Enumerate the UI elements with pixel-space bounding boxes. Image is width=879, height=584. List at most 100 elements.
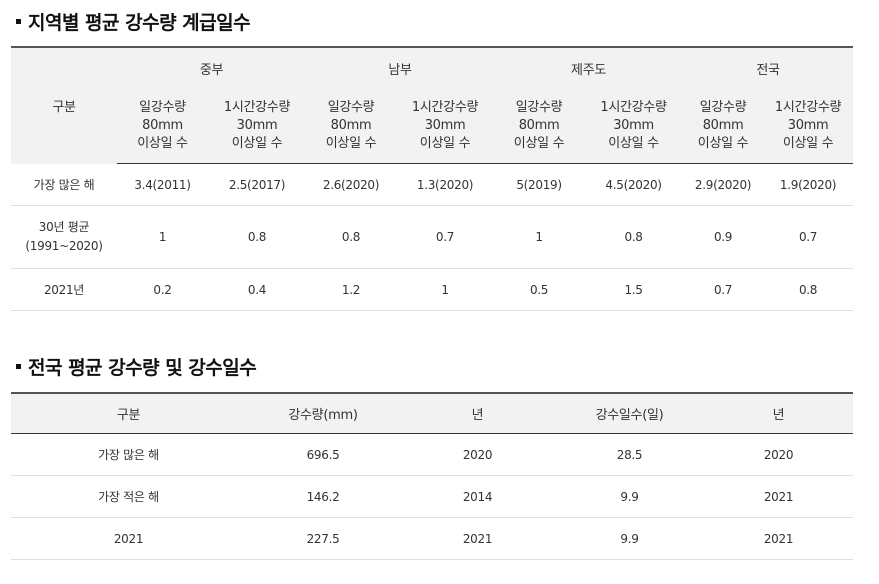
cell-line: 2021년 <box>43 283 85 297</box>
table-cell: 2021 <box>704 517 853 560</box>
table-cell: 1.9(2020) <box>763 163 854 206</box>
table-row: 30년 평균 (1991~2020) 1 0.8 0.8 0.7 1 0.8 0.9 0.7 <box>11 205 854 269</box>
cell-line: 80mm <box>330 118 372 133</box>
table-body: 가장 많은 해 696.5 2020 28.5 2020 가장 적은 해 146.2 2014… <box>11 433 853 560</box>
header-daily-80mm-days: 일강수량 80mm 이상일 수 <box>683 89 764 164</box>
cell-line: 이상일 수 <box>137 136 188 151</box>
table-cell: 0.8 <box>584 205 684 269</box>
table-cell: 1 <box>396 268 495 311</box>
table-cell: 0.5 <box>494 268 585 311</box>
region-header-jeju: 제주도 <box>494 47 684 89</box>
cell-line: 일강수량 <box>515 100 563 115</box>
table-cell: 227.5 <box>246 517 400 560</box>
square-bullet-icon <box>16 364 21 369</box>
region-header-row: 구분 중부 남부 제주도 전국 <box>11 47 854 164</box>
cell-line: 30mm <box>424 118 466 133</box>
header-hourly-30mm-days: 1시간강수량 30mm 이상일 수 <box>584 89 684 164</box>
table-row: 2021년 0.2 0.4 1.2 1 0.5 1.5 0.7 0.8 <box>11 268 854 311</box>
table-cell: 1.2 <box>306 268 397 311</box>
table-cell: 4.5(2020) <box>584 163 684 206</box>
table-cell: 1.5 <box>584 268 684 311</box>
national-rainfall-table: 구분 강수량(mm) 년 강수일수(일) 년 가장 많은 해 696.5 2020 28.5 2… <box>11 392 853 560</box>
table-cell: 0.9 <box>683 205 764 269</box>
table-cell: 28.5 <box>555 433 704 476</box>
cell-line: 일강수량 <box>139 100 186 115</box>
table-cell: 0.7 <box>763 205 854 269</box>
cell-line: 1시간강수량 <box>223 100 291 115</box>
cell-line: (1991~2020) <box>25 239 103 253</box>
table-cell: 2020 <box>400 433 555 476</box>
table-cell: 2021 <box>704 475 853 518</box>
cell-line: 이상일 수 <box>231 136 283 151</box>
cell-line: 이상일 수 <box>608 136 659 151</box>
column-header: 년 <box>400 393 555 434</box>
cell-line: 이상일 수 <box>325 136 377 151</box>
table-body: 가장 많은 해 3.4(2011) 2.5(2017) 2.6(2020) 1.3(20… <box>11 163 854 311</box>
header-row: 구분 강수량(mm) 년 강수일수(일) 년 <box>11 393 853 434</box>
table-cell: 9.9 <box>555 517 704 560</box>
table-cell: 2020 <box>704 433 853 476</box>
table-cell: 5(2019) <box>494 163 585 206</box>
table-cell: 146.2 <box>246 475 400 518</box>
cell-line: 1시간강수량 <box>411 100 479 115</box>
table-row: 가장 많은 해 696.5 2020 28.5 2020 <box>11 433 853 476</box>
header-daily-80mm-days: 일강수량 80mm 이상일 수 <box>494 89 585 164</box>
cell-line: 이상일 수 <box>419 136 471 151</box>
row-label: 2021 <box>11 517 246 560</box>
cell-line: 30년 평균 <box>38 220 90 234</box>
table-cell: 0.2 <box>117 268 208 311</box>
row-label: 30년 평균 (1991~2020) <box>11 205 117 269</box>
table-cell: 696.5 <box>246 433 400 476</box>
table-cell: 9.9 <box>555 475 704 518</box>
table-cell: 2.5(2017) <box>208 163 307 206</box>
region-header-southern: 남부 <box>306 47 495 89</box>
table-cell: 3.4(2011) <box>117 163 208 206</box>
table-row: 가장 적은 해 146.2 2014 9.9 2021 <box>11 475 853 518</box>
table-cell: 2.6(2020) <box>306 163 397 206</box>
table-cell: 1 <box>494 205 585 269</box>
table-cell: 1.3(2020) <box>396 163 495 206</box>
table-cell: 0.8 <box>763 268 854 311</box>
header-hourly-30mm-days: 1시간강수량 30mm 이상일 수 <box>763 89 854 164</box>
row-label: 2021년 <box>11 268 117 311</box>
table-cell: 0.7 <box>683 268 764 311</box>
cell-line: 일강수량 <box>699 100 747 115</box>
header-daily-80mm-days: 일강수량 80mm 이상일 수 <box>306 89 397 164</box>
table-cell: 2014 <box>400 475 555 518</box>
table-cell: 0.4 <box>208 268 307 311</box>
table-cell: 0.8 <box>306 205 397 269</box>
column-header: 강수량(mm) <box>246 393 400 434</box>
region-header-nationwide: 전국 <box>683 47 854 89</box>
cell-line: 가장 많은 해 <box>33 177 95 192</box>
cell-line: 1시간강수량 <box>600 100 667 115</box>
cell-line: 일강수량 <box>327 100 375 115</box>
table-cell: 1 <box>117 205 208 269</box>
cell-line: 80mm <box>518 118 560 133</box>
table-cell: 0.8 <box>208 205 307 269</box>
region-header-central: 중부 <box>117 47 307 89</box>
row-label: 가장 많은 해 <box>11 163 117 206</box>
table-cell: 0.7 <box>396 205 495 269</box>
cell-line: 80mm <box>702 118 744 133</box>
cell-line: 1시간강수량 <box>774 100 842 115</box>
square-bullet-icon <box>16 19 21 24</box>
header-hourly-30mm-days: 1시간강수량 30mm 이상일 수 <box>396 89 495 164</box>
section-title-text: 전국 평균 강수량 및 강수일수 <box>28 357 257 379</box>
cell-line: 30mm <box>787 118 829 133</box>
column-header: 년 <box>704 393 853 434</box>
header-hourly-30mm-days: 1시간강수량 30mm 이상일 수 <box>208 89 307 164</box>
table-cell: 2021 <box>400 517 555 560</box>
row-label: 가장 적은 해 <box>11 475 246 518</box>
corner-header: 구분 <box>11 47 117 164</box>
section-title-rainfall-class-days: 지역별 평균 강수량 계급일수 <box>16 8 251 35</box>
table-row: 2021 227.5 2021 9.9 2021 <box>11 517 853 560</box>
table-row: 가장 많은 해 3.4(2011) 2.5(2017) 2.6(2020) 1.3(20… <box>11 163 854 206</box>
header-daily-80mm-days: 일강수량 80mm 이상일 수 <box>117 89 208 164</box>
cell-line: 30mm <box>236 118 278 133</box>
section-title-text: 지역별 평균 강수량 계급일수 <box>28 12 251 34</box>
row-label: 가장 많은 해 <box>11 433 246 476</box>
table-cell: 2.9(2020) <box>683 163 764 206</box>
cell-line: 이상일 수 <box>782 136 834 151</box>
regional-rainfall-class-days-table: 구분 중부 남부 제주도 전국 일강수량 80mm 이상일 수 1시간강수량 30mm 이… <box>11 46 854 311</box>
cell-line: 이상일 수 <box>697 136 749 151</box>
